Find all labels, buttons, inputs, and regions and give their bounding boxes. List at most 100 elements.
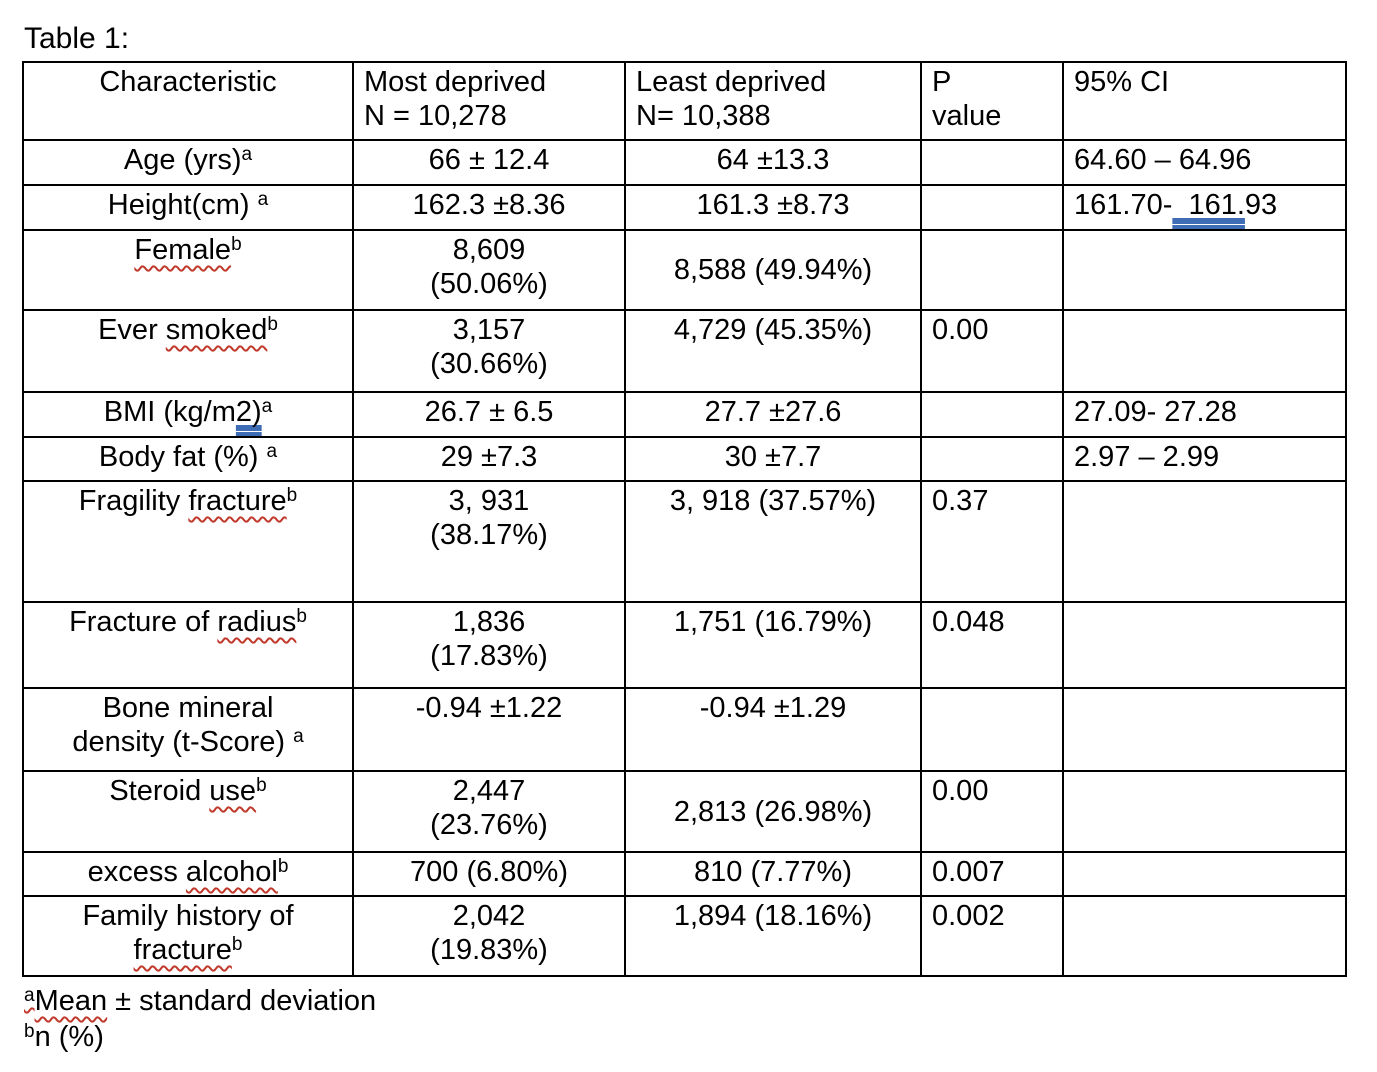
text-run: 2,447 xyxy=(452,775,526,807)
spellcheck-flagged-text: radius xyxy=(217,606,297,638)
text-run: 2,813 (26.98%) xyxy=(673,795,873,828)
table-cell-r11-c0: Family history of fractureb xyxy=(22,895,354,977)
table-cell-r5-c3 xyxy=(920,436,1064,482)
data-table: Characteristic Most deprived N = 10,278 Lea… xyxy=(22,61,1347,977)
table-cell-r10-c3: 0.007 xyxy=(920,851,1064,897)
table-cell-r0-c2: 64 ±13.3 xyxy=(624,139,922,186)
text-run: 3,157 xyxy=(452,314,526,346)
text-run: 0.007 xyxy=(932,856,1005,888)
text-run: (50.06%) xyxy=(430,268,548,300)
table-cell-r7-c0: Fracture of radiusb xyxy=(22,601,354,689)
text-run: 29 ±7.3 xyxy=(440,441,538,473)
table-caption: Table 1: xyxy=(24,22,130,55)
table-cell-r0-c0: Age (yrs)a xyxy=(22,139,354,186)
table-cell-r1-c0: Height(cm) a xyxy=(22,184,354,231)
table-cell-r5-c1: 29 ±7.3 xyxy=(352,436,626,482)
table-cell-r2-c0: Femaleb xyxy=(22,229,354,311)
table-cell-r2-c4 xyxy=(1062,229,1347,311)
text-run: Age (yrs) xyxy=(123,144,242,176)
header-cell-2: Least deprived N= 10,388 xyxy=(624,61,922,141)
text-run: 0.00 xyxy=(932,775,989,807)
table-cell-r8-c2: -0.94 ±1.29 xyxy=(624,687,922,772)
table-row-2: Femaleb 8,609 (50.06%) 8,588 (49.94%) xyxy=(22,229,1347,311)
text-run: 1,836 xyxy=(452,606,526,638)
table-head: Characteristic Most deprived N = 10,278 Lea… xyxy=(22,61,1347,141)
text-run: 2.97 – 2.99 xyxy=(1074,441,1220,473)
table-row-8: Bone mineral density (t-Score) a -0.94 ±1.… xyxy=(22,687,1347,772)
text-run: 161.3 ±8.73 xyxy=(696,189,850,221)
table-cell-r9-c3: 0.00 xyxy=(920,770,1064,853)
table-cell-r5-c0: Body fat (%) a xyxy=(22,436,354,482)
text-run: 2,042 xyxy=(452,900,526,932)
table-cell-r3-c3: 0.00 xyxy=(920,309,1064,393)
text-run: 93 xyxy=(1244,189,1278,221)
table-cell-r0-c1: 66 ± 12.4 xyxy=(352,139,626,186)
text-run: 1,751 (16.79%) xyxy=(673,606,873,638)
table-cell-r4-c4: 27.09- 27.28 xyxy=(1062,391,1347,438)
table-cell-r4-c2: 27.7 ±27.6 xyxy=(624,391,922,438)
table-cell-r8-c0: Bone mineral density (t-Score) a xyxy=(22,687,354,772)
table-cell-r6-c1: 3, 931 (38.17%) xyxy=(352,480,626,603)
text-run: N = 10,278 xyxy=(364,100,507,132)
text-run: Fracture of xyxy=(69,606,218,638)
text-run: 3, 918 (37.57%) xyxy=(669,485,877,517)
table-cell-r3-c0: Ever smokedb xyxy=(22,309,354,393)
spellcheck-flagged-text: use xyxy=(209,775,257,807)
grammar-flagged-text: 161. xyxy=(1172,189,1245,221)
text-run: (19.83%) xyxy=(430,934,548,966)
text-run: BMI (kg/m xyxy=(103,396,236,428)
table-row-4: BMI (kg/m2)a 26.7 ± 6.5 27.7 ±27.6 27.09- 2… xyxy=(22,391,1347,438)
text-run: 700 (6.80%) xyxy=(410,856,568,888)
text-run: Fragility xyxy=(78,485,189,517)
text-run: excess xyxy=(87,856,186,888)
table-row-5: Body fat (%) a 29 ±7.3 30 ±7.7 2.97 – 2.99 xyxy=(22,436,1347,482)
spellcheck-flagged-text: fracture xyxy=(188,485,287,517)
text-run: Family history of xyxy=(82,900,294,932)
header-cell-4: 95% CI xyxy=(1062,61,1347,141)
table-cell-r11-c2: 1,894 (18.16%) xyxy=(624,895,922,977)
superscript-marker: b xyxy=(267,313,278,335)
text-run: 66 ± 12.4 xyxy=(428,144,550,176)
superscript-marker: a xyxy=(24,984,35,1006)
text-run: 26.7 ± 6.5 xyxy=(424,396,554,428)
table-cell-r11-c4 xyxy=(1062,895,1347,977)
text-run: P xyxy=(932,66,952,98)
superscript-marker: b xyxy=(286,484,298,506)
text-run: Least deprived xyxy=(636,66,827,98)
superscript-marker: a xyxy=(266,440,278,462)
table-cell-r8-c4 xyxy=(1062,687,1347,772)
text-run: 810 (7.77%) xyxy=(694,856,852,888)
footnote-0: aMean ± standard deviation xyxy=(24,983,1377,1019)
superscript-marker: a xyxy=(257,188,269,210)
table-cell-r10-c2: 810 (7.77%) xyxy=(624,851,922,897)
table-cell-r5-c4: 2.97 – 2.99 xyxy=(1062,436,1347,482)
table-cell-r7-c1: 1,836 (17.83%) xyxy=(352,601,626,689)
superscript-marker: b xyxy=(296,605,307,627)
text-run: value xyxy=(932,100,1002,132)
header-row: Characteristic Most deprived N = 10,278 Lea… xyxy=(22,61,1347,141)
superscript-marker: a xyxy=(261,395,273,417)
text-run: 1,894 (18.16%) xyxy=(673,900,873,932)
superscript-marker: b xyxy=(24,1020,35,1042)
footnotes: aMean ± standard deviation bn (%) xyxy=(24,983,1377,1055)
text-run: Most deprived xyxy=(364,66,547,98)
table-cell-r11-c1: 2,042 (19.83%) xyxy=(352,895,626,977)
text-run: (17.83%) xyxy=(430,640,548,672)
table-cell-r10-c1: 700 (6.80%) xyxy=(352,851,626,897)
table-cell-r1-c4: 161.70- 161.93 xyxy=(1062,184,1347,231)
table-cell-r10-c4 xyxy=(1062,851,1347,897)
table-cell-r6-c0: Fragility fractureb xyxy=(22,480,354,603)
text-run: 64 ±13.3 xyxy=(716,144,830,176)
text-run: 30 ±7.7 xyxy=(724,441,822,473)
table-row-7: Fracture of radiusb 1,836 (17.83%) 1,751 (1… xyxy=(22,601,1347,689)
header-cell-1: Most deprived N = 10,278 xyxy=(352,61,626,141)
table-cell-r2-c3 xyxy=(920,229,1064,311)
text-run: Height(cm) xyxy=(107,189,258,221)
superscript-marker: b xyxy=(231,233,242,255)
text-run: density (t-Score) xyxy=(72,726,294,758)
table-cell-r0-c4: 64.60 – 64.96 xyxy=(1062,139,1347,186)
table-cell-r2-c2: 8,588 (49.94%) xyxy=(624,229,922,311)
table-cell-r1-c2: 161.3 ±8.73 xyxy=(624,184,922,231)
grammar-flagged-text: 2) xyxy=(235,396,262,428)
spellcheck-flagged-text: smoked xyxy=(165,314,268,346)
